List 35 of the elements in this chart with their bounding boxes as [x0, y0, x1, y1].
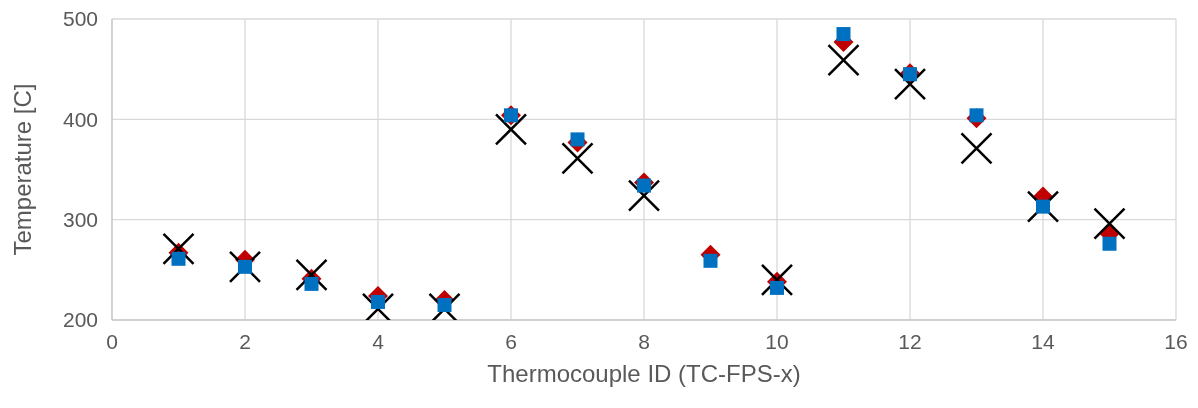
point [836, 27, 851, 42]
x-axis-title: Thermocouple ID (TC-FPS-x) [487, 360, 801, 387]
point [238, 259, 252, 274]
point [770, 280, 784, 295]
point [171, 251, 186, 266]
y-tick-label: 200 [62, 308, 98, 332]
y-tick-label: 400 [62, 107, 98, 131]
x-tick-label: 2 [239, 329, 251, 353]
x-tick-label: 10 [765, 329, 789, 353]
x-tick-label: 16 [1164, 329, 1188, 353]
point [561, 142, 594, 175]
point [960, 132, 993, 165]
y-axis-title: Temperature [C] [8, 83, 36, 256]
x-tick-label: 6 [505, 329, 517, 353]
point [371, 294, 385, 309]
point [1036, 199, 1050, 214]
y-tick-label: 500 [62, 7, 98, 31]
x-tick-label: 12 [898, 329, 922, 353]
point [703, 253, 718, 268]
point [1093, 207, 1126, 240]
point [295, 258, 328, 292]
point [627, 179, 661, 212]
x-tick-label: 8 [638, 329, 650, 353]
point [437, 297, 452, 312]
point [1102, 236, 1117, 251]
point [162, 232, 195, 266]
x-tick-label: 0 [106, 329, 118, 353]
y-tick-label: 300 [62, 208, 98, 232]
point [827, 43, 860, 77]
point [760, 263, 794, 297]
point [494, 113, 528, 146]
point [304, 276, 319, 291]
x-tick-label: 4 [372, 329, 385, 353]
point [893, 67, 927, 101]
x-tick-label: 14 [1031, 329, 1055, 353]
